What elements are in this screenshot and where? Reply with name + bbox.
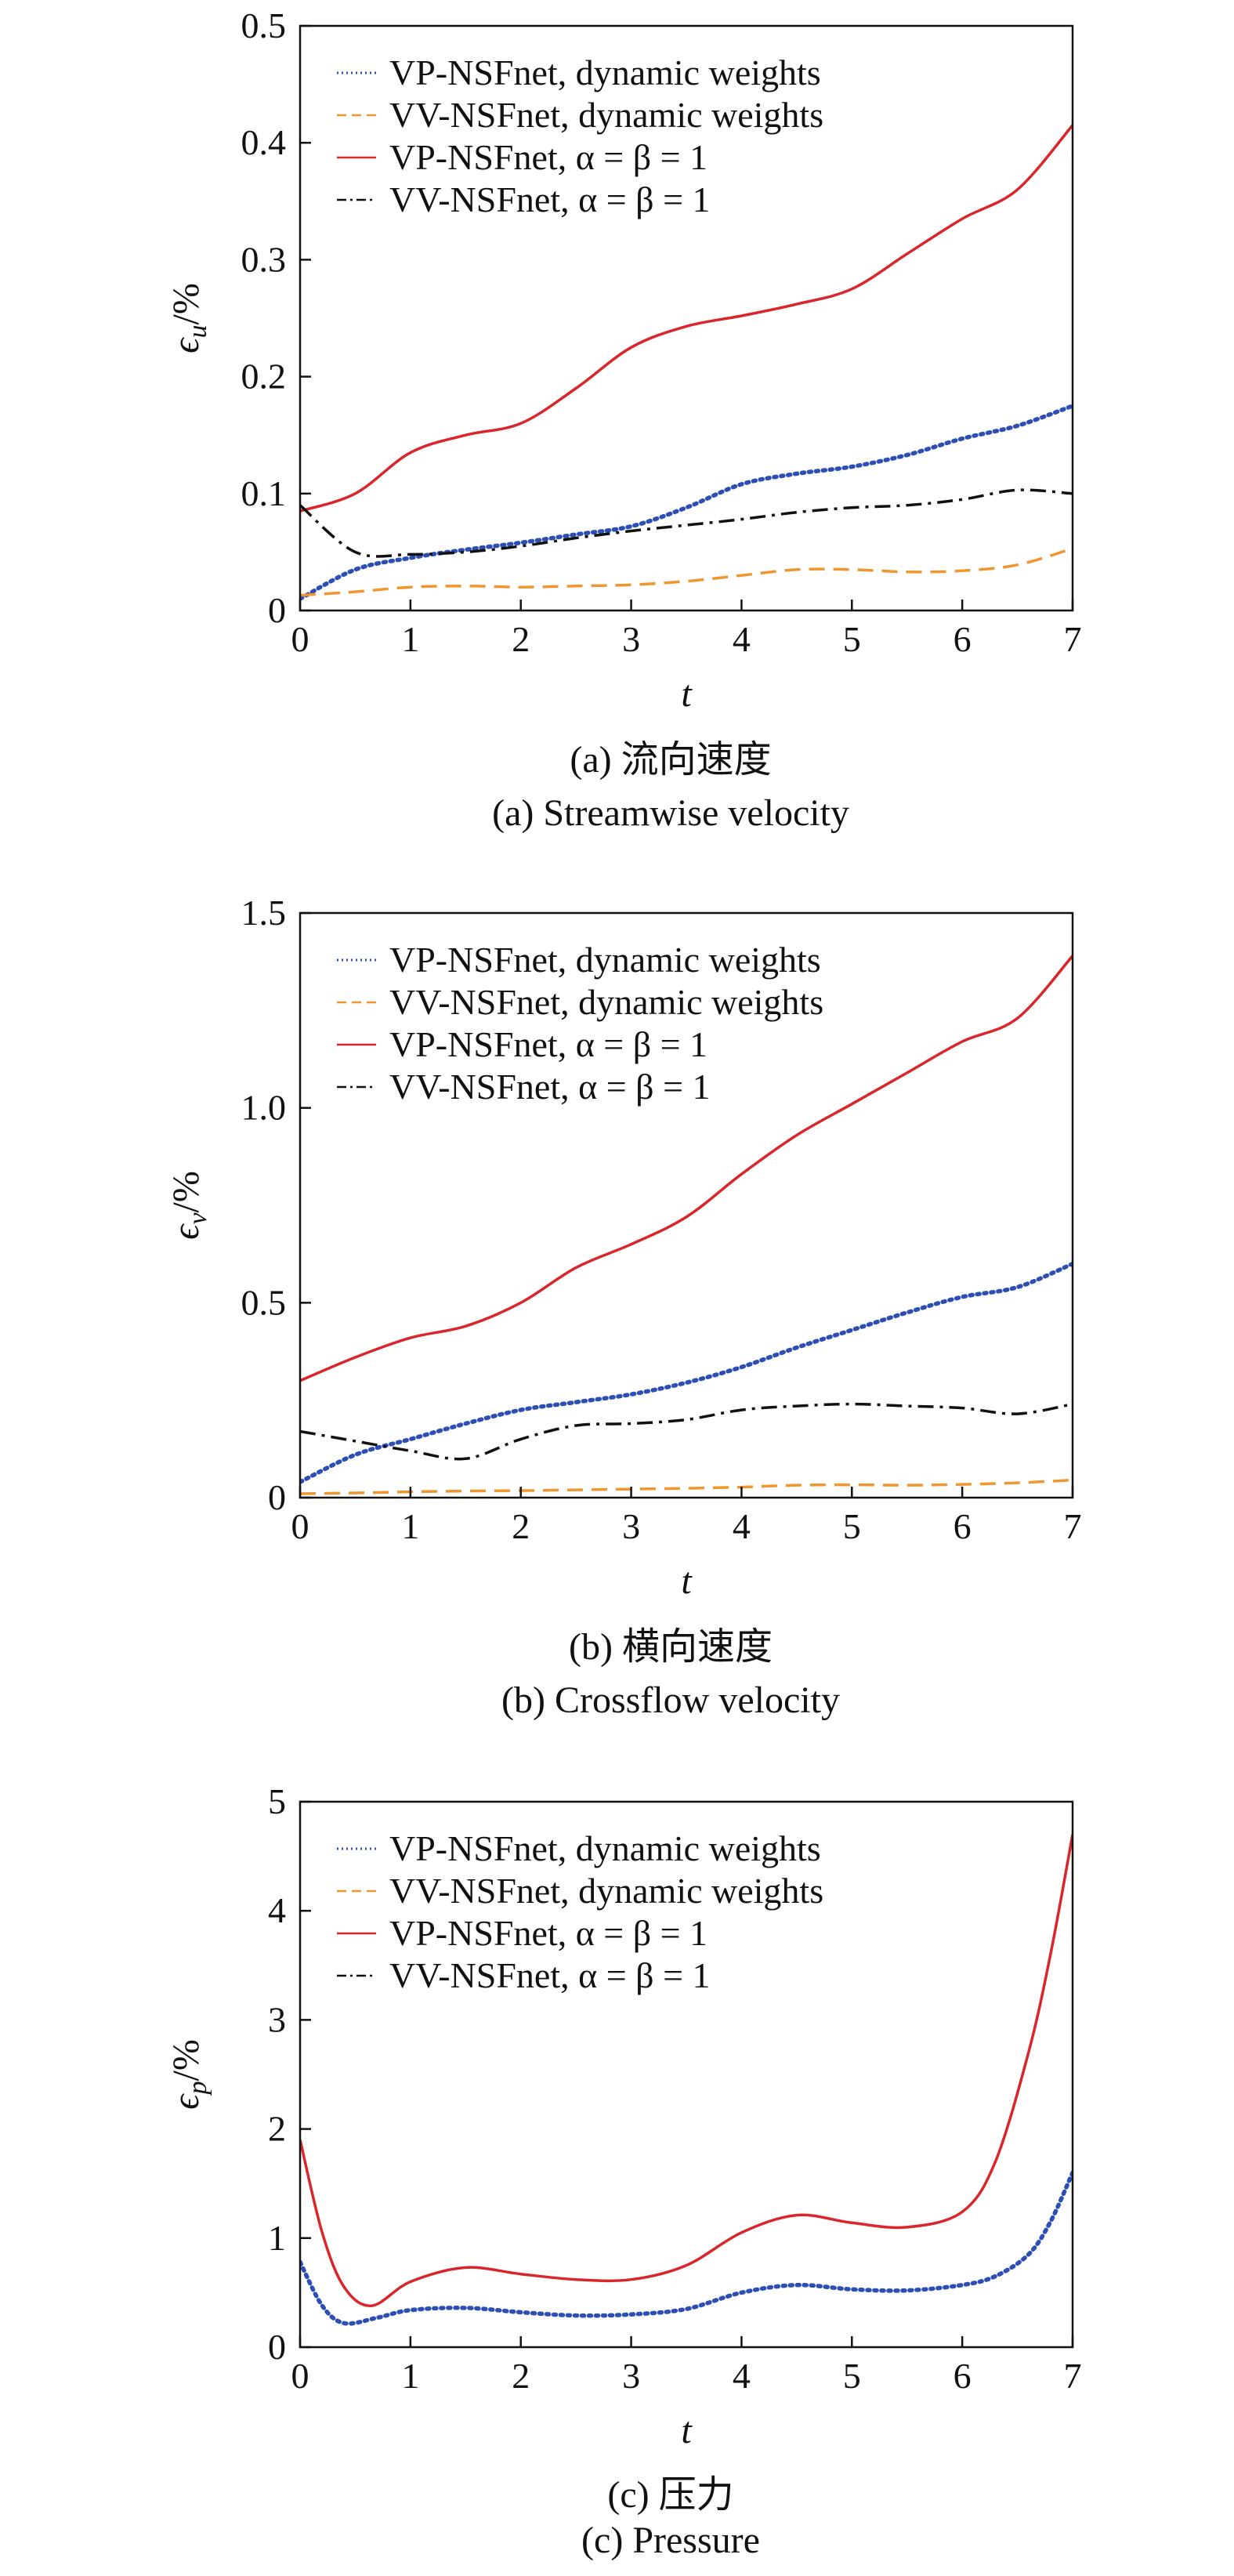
- x-axis-title: t: [681, 673, 693, 715]
- series-line-0: [300, 1261, 1073, 1484]
- y-tick-label: 5: [268, 1781, 286, 1821]
- caption-en: (c) Pressure: [581, 2520, 760, 2561]
- legend-entry-0: VP-NSFnet, dynamic weights: [389, 1828, 821, 1868]
- legend-entry-3: VV-NSFnet, α = β = 1: [389, 179, 711, 219]
- x-tick-label: 2: [512, 619, 530, 659]
- x-tick-label: 3: [622, 619, 640, 659]
- series-line-0: [300, 2170, 1073, 2326]
- x-tick-label: 0: [291, 619, 309, 659]
- y-tick-label: 0: [268, 590, 286, 630]
- caption-zh: (c) 压力: [607, 2474, 733, 2516]
- caption-en: (a) Streamwise velocity: [492, 792, 849, 834]
- caption-zh: (a) 流向速度: [570, 739, 771, 781]
- y-tick-label: 0: [268, 2327, 286, 2367]
- x-axis-title: t: [681, 2410, 693, 2451]
- x-tick-label: 6: [954, 1506, 972, 1546]
- legend-entry-3: VV-NSFnet, α = β = 1: [389, 1067, 711, 1107]
- y-tick-label: 0.4: [241, 122, 287, 162]
- chart-panel-2: 0 1 2 3 4 5 6 7 0 1 2 3 4 5 t ϵp/% VP-NSFnet, dynamic we…: [165, 1781, 1082, 2561]
- plot-frame: [299, 1800, 1074, 2349]
- x-tick-label: 7: [1064, 1506, 1082, 1546]
- legend-entry-2: VP-NSFnet, α = β = 1: [389, 1913, 707, 1953]
- x-tick-label: 5: [843, 1506, 861, 1546]
- legend-entry-3: VV-NSFnet, α = β = 1: [389, 1955, 711, 1995]
- series-line-0: [300, 404, 1073, 601]
- y-axis-title-suffix: /%: [165, 1171, 207, 1212]
- series-line-1: [300, 547, 1073, 597]
- x-tick-label: 4: [733, 1506, 751, 1546]
- x-tick-label: 2: [512, 2356, 530, 2396]
- x-tick-label: 3: [622, 2356, 640, 2396]
- series-line-3: [300, 1402, 1073, 1461]
- y-axis-title-sub: u: [183, 324, 212, 338]
- x-tick-label: 5: [843, 2356, 861, 2396]
- series-line-2: [300, 1834, 1073, 2307]
- y-axis-title: ϵv/%: [165, 1171, 212, 1240]
- x-tick-label: 0: [291, 1506, 309, 1546]
- plot-frame: [299, 911, 1074, 1499]
- caption-en: (b) Crossflow velocity: [501, 1679, 840, 1721]
- y-tick-label: 0: [268, 1477, 286, 1517]
- x-tick-label: 3: [622, 1506, 640, 1546]
- series-line-2: [300, 955, 1073, 1382]
- y-tick-label: 2: [268, 2109, 286, 2149]
- y-axis-title-suffix: /%: [165, 2039, 207, 2081]
- y-tick-label: 0.5: [241, 1282, 287, 1322]
- y-tick-label: 0.5: [241, 5, 287, 45]
- x-tick-label: 4: [733, 619, 751, 659]
- x-tick-label: 5: [843, 619, 861, 659]
- plot-frame: [299, 24, 1074, 612]
- y-tick-label: 3: [268, 1999, 286, 2039]
- x-tick-label: 7: [1064, 2356, 1082, 2396]
- y-axis-title-main: ϵ: [165, 337, 207, 353]
- x-tick-label: 4: [733, 2356, 751, 2396]
- x-tick-label: 1: [401, 2356, 419, 2396]
- x-tick-label: 1: [401, 1506, 419, 1546]
- y-tick-label: 0.3: [241, 239, 287, 279]
- legend-entry-2: VP-NSFnet, α = β = 1: [389, 1024, 707, 1064]
- legend-entry-1: VV-NSFnet, dynamic weights: [389, 95, 823, 135]
- legend-entry-1: VV-NSFnet, dynamic weights: [389, 1871, 823, 1911]
- x-tick-label: 6: [954, 2356, 972, 2396]
- legend-entry-2: VP-NSFnet, α = β = 1: [389, 137, 707, 177]
- y-tick-label: 0.1: [241, 473, 287, 513]
- chart-panel-1: 0 1 2 3 4 5 6 7 0 0.5 1.0 1.5 t ϵv/% VP-NSFnet, dynami…: [165, 893, 1082, 1721]
- series-line-3: [300, 488, 1073, 558]
- y-axis-title-sub: v: [183, 1212, 212, 1225]
- y-tick-label: 1.0: [241, 1088, 287, 1128]
- y-tick-label: 4: [268, 1890, 286, 1930]
- x-tick-label: 7: [1064, 619, 1082, 659]
- x-tick-label: 1: [401, 619, 419, 659]
- legend-entry-0: VP-NSFnet, dynamic weights: [389, 940, 821, 980]
- y-axis-title-main: ϵ: [165, 1223, 207, 1240]
- y-tick-label: 0.2: [241, 357, 287, 397]
- y-axis-title-sub: p: [183, 2081, 212, 2096]
- x-tick-label: 6: [954, 619, 972, 659]
- legend-entry-1: VV-NSFnet, dynamic weights: [389, 982, 823, 1022]
- y-axis-title: ϵu/%: [165, 283, 212, 353]
- x-axis-title: t: [681, 1560, 693, 1602]
- series-line-2: [300, 124, 1073, 513]
- legend-entry-0: VP-NSFnet, dynamic weights: [389, 53, 821, 92]
- series-line-1: [300, 1478, 1073, 1495]
- y-axis-title: ϵp/%: [165, 2039, 212, 2110]
- y-tick-label: 1: [268, 2218, 286, 2258]
- y-tick-label: 1.5: [241, 893, 287, 933]
- x-tick-label: 2: [512, 1506, 530, 1546]
- caption-zh: (b) 横向速度: [569, 1626, 773, 1668]
- chart-panel-0: 0 1 2 3 4 5 6 7 0 0.1 0.2 0.3 0.4 0.5 t ϵu/% VP-NSFnet, …: [165, 5, 1082, 834]
- y-axis-title-suffix: /%: [165, 283, 207, 324]
- x-tick-label: 0: [291, 2356, 309, 2396]
- y-axis-title-main: ϵ: [165, 2093, 207, 2110]
